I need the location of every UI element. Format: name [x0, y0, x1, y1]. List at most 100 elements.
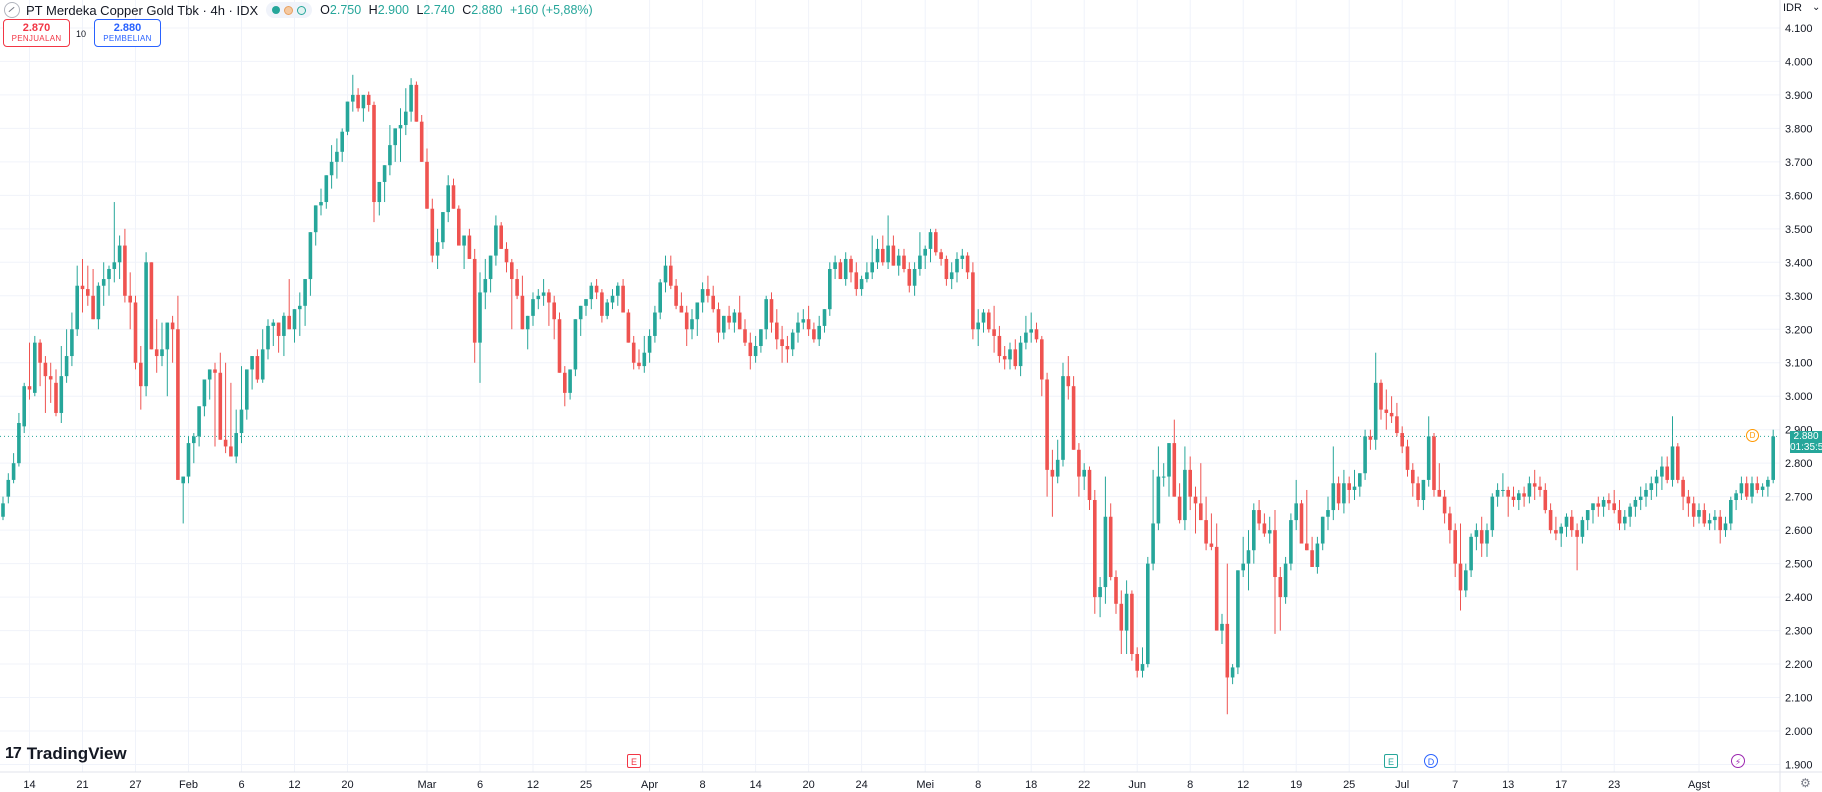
candle-body [1464, 570, 1468, 591]
candle [372, 101, 376, 223]
candle-body [271, 322, 276, 326]
candle [1644, 483, 1648, 507]
candle [1522, 486, 1526, 507]
candle-body [796, 322, 800, 333]
candle [1453, 523, 1457, 578]
candle-body [202, 379, 207, 407]
currency-selector[interactable]: IDR [1783, 2, 1802, 14]
candle-body [1156, 476, 1161, 524]
candle-body [1225, 623, 1230, 678]
candle [160, 322, 164, 367]
candle-body [1554, 530, 1558, 534]
dividend-marker-icon[interactable]: D [1424, 754, 1438, 768]
candle-body [1638, 496, 1643, 501]
candle-body [695, 302, 700, 320]
candle [1193, 486, 1198, 534]
candle-body [928, 232, 933, 249]
candle [605, 299, 609, 320]
candle-body [679, 305, 684, 313]
earnings-marker-icon[interactable]: E [627, 754, 641, 768]
candle [1071, 376, 1076, 450]
candle [1082, 463, 1086, 490]
candle-body [22, 386, 26, 427]
candle-body [605, 302, 609, 316]
candle [1617, 500, 1622, 531]
candle [398, 108, 403, 162]
candle-body [573, 319, 578, 370]
candle [653, 305, 657, 343]
y-tick-label: 2.100 [1785, 693, 1813, 705]
candle-body [1697, 510, 1701, 517]
candle [181, 476, 185, 524]
candle-body [1331, 483, 1336, 511]
tradingview-watermark[interactable]: 17 TradingView [5, 744, 127, 764]
candle [743, 319, 747, 346]
candle-body [1315, 543, 1320, 567]
sell-button[interactable]: 2.870 PENJUALAN [3, 19, 70, 47]
candle-body [96, 285, 101, 320]
x-tick-label: 12 [1237, 779, 1249, 791]
lightning-event-icon[interactable]: ⚡ [1731, 754, 1745, 768]
candle-body [727, 315, 731, 323]
candle-body [1591, 503, 1595, 511]
change-value: +160 (+5,88%) [509, 3, 593, 17]
candle [1506, 486, 1510, 517]
candle-body [642, 352, 647, 367]
candle-body [91, 295, 95, 320]
candle [1432, 433, 1436, 497]
y-tick-label: 3.600 [1785, 190, 1813, 202]
candle [1554, 516, 1558, 541]
candle-body [690, 319, 694, 330]
candle [1225, 563, 1230, 715]
chevron-down-icon[interactable]: ⌄ [1812, 2, 1821, 13]
candle [128, 272, 132, 330]
x-tick-label: 25 [580, 779, 592, 791]
candle-body [976, 322, 980, 330]
candle-body [1230, 667, 1235, 678]
candle-body [329, 161, 334, 176]
candle [1548, 503, 1553, 534]
candle [647, 329, 652, 363]
candle [902, 248, 906, 273]
candle-body [838, 262, 843, 280]
candle-body [716, 309, 721, 333]
candle-body [1686, 496, 1691, 504]
candle-body [441, 212, 445, 243]
candle-body [1352, 486, 1357, 490]
candle [1676, 443, 1680, 484]
buy-button[interactable]: 2.880 PEMBELIAN [94, 19, 161, 47]
candle [165, 322, 170, 397]
candle-body [541, 292, 546, 296]
candle [780, 325, 784, 363]
candle-body [1061, 376, 1065, 460]
market-status-pills[interactable] [266, 2, 313, 18]
earnings-marker-icon[interactable]: E [1384, 754, 1398, 768]
candle-body [896, 255, 901, 266]
candle [1405, 439, 1410, 477]
candle-body [1278, 577, 1283, 598]
candle [27, 342, 32, 400]
candle-body [86, 289, 90, 296]
candle [812, 322, 816, 343]
candle [33, 335, 37, 397]
candle [329, 145, 334, 189]
candle [366, 91, 371, 112]
candle [1050, 449, 1055, 517]
settings-gear-icon[interactable]: ⚙ [1800, 776, 1811, 790]
candle [912, 262, 917, 296]
symbol-logo-icon[interactable] [4, 2, 20, 18]
candle-body [1739, 483, 1744, 494]
candle [1204, 496, 1208, 551]
candle-body [1575, 530, 1579, 537]
candle-body [674, 285, 678, 306]
candle-body [478, 292, 482, 343]
dividend-marker-icon[interactable]: D [1746, 429, 1759, 442]
candle [1448, 506, 1452, 544]
x-tick-label: 12 [527, 779, 539, 791]
candle-body [1183, 469, 1187, 521]
candle [144, 252, 148, 397]
close-value: 2.880 [471, 3, 503, 17]
symbol-title[interactable]: PT Merdeka Copper Gold Tbk · 4h · IDX [26, 2, 259, 18]
candle [907, 262, 912, 293]
